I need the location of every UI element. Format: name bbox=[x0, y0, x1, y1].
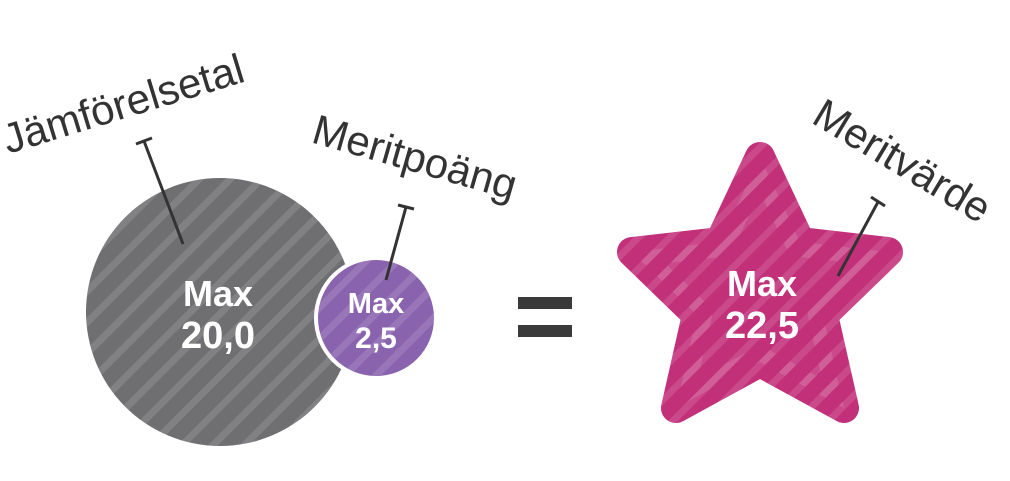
big-circle-max-label: Max bbox=[183, 273, 253, 314]
small-circle-max-value: 2,5 bbox=[355, 322, 397, 355]
label-meritpoang: Meritpoäng bbox=[308, 105, 523, 208]
gray-circle-icon bbox=[86, 178, 354, 446]
leader-line-jamforelsetal bbox=[135, 136, 185, 245]
label-jamforelsetal: Jämförelsetal bbox=[0, 45, 249, 163]
star-max-value: 22,5 bbox=[725, 305, 799, 347]
big-circle-max-value: 20,0 bbox=[181, 315, 255, 357]
magenta-star-icon bbox=[617, 142, 903, 423]
leader-line-meritpoang bbox=[384, 203, 415, 281]
label-meritvarde: Meritvärde bbox=[805, 89, 999, 231]
leader-line-meritvarde bbox=[836, 195, 886, 277]
equals-sign: = bbox=[518, 297, 572, 337]
star-max-label: Max bbox=[727, 263, 797, 304]
small-circle-max-label: Max bbox=[348, 288, 404, 320]
purple-circle-icon bbox=[314, 256, 438, 380]
